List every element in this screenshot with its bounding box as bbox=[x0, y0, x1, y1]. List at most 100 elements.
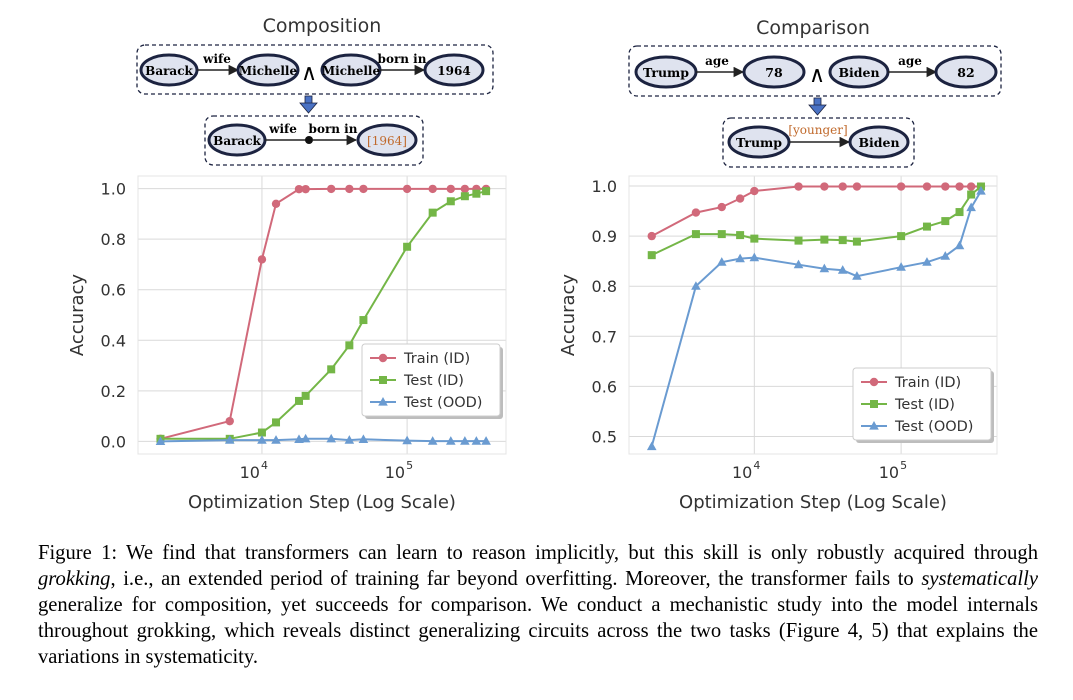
edge-label-age-2: age bbox=[898, 54, 922, 68]
svg-text:82: 82 bbox=[957, 65, 974, 80]
y-axis-label: Accuracy bbox=[558, 274, 579, 357]
data-point bbox=[257, 255, 267, 264]
conj-symbol: ∧ bbox=[301, 61, 317, 86]
data-point bbox=[471, 436, 482, 445]
data-point bbox=[359, 184, 368, 194]
caption-text-1: We find that transformers can learn to r… bbox=[117, 542, 1038, 564]
y-tick-label: 1.0 bbox=[592, 177, 617, 196]
data-point bbox=[294, 434, 304, 443]
edge-label-born-in: born in bbox=[378, 52, 427, 66]
x-axis-label: Optimization Step (Log Scale) bbox=[188, 492, 456, 513]
data-point bbox=[225, 416, 234, 426]
node-1964: 1964 bbox=[423, 53, 485, 87]
caption-label: Figure 1: bbox=[38, 542, 118, 564]
data-point bbox=[955, 208, 964, 217]
data-point bbox=[472, 189, 481, 198]
data-point bbox=[271, 435, 281, 444]
node-barack: Barack bbox=[139, 53, 199, 87]
y-tick-label: 0.6 bbox=[592, 377, 617, 396]
data-point bbox=[794, 182, 803, 191]
node-trump: Trump bbox=[634, 55, 698, 89]
data-point bbox=[941, 182, 950, 191]
data-point bbox=[852, 237, 861, 246]
svg-text:Biden: Biden bbox=[858, 135, 899, 150]
node-82: 82 bbox=[934, 55, 998, 89]
y-tick-label: 0.5 bbox=[592, 427, 617, 446]
node-biden: Biden bbox=[828, 55, 890, 89]
data-point bbox=[735, 253, 745, 263]
series-test-id bbox=[156, 187, 491, 443]
data-point bbox=[922, 182, 932, 191]
series-test-ood bbox=[155, 433, 491, 445]
data-point bbox=[966, 202, 976, 212]
data-point bbox=[691, 208, 701, 217]
data-point bbox=[358, 434, 369, 443]
data-point bbox=[460, 436, 470, 445]
conj-symbol-2: ∧ bbox=[809, 63, 825, 88]
data-point bbox=[403, 242, 412, 251]
legend-marker bbox=[869, 421, 879, 430]
plot-frame bbox=[628, 175, 998, 455]
x-tick-label-base: 10 bbox=[879, 463, 899, 482]
composition-diagram: Composition Barack wife Michelle ∧ Miche… bbox=[136, 15, 494, 166]
legend-label: Test (OOD) bbox=[894, 419, 973, 435]
data-point bbox=[446, 436, 456, 445]
svg-text:Michelle: Michelle bbox=[322, 64, 381, 78]
comparison-diagram: Comparison Trump age 78 ∧ Biden age 82 bbox=[628, 17, 1002, 168]
data-point bbox=[257, 428, 266, 437]
svg-text:78: 78 bbox=[765, 65, 783, 80]
x-tick-label-exponent: 5 bbox=[900, 459, 907, 472]
legend-marker bbox=[378, 353, 388, 363]
edge-label-born-in-out: born in bbox=[309, 122, 358, 136]
composition-input-box bbox=[136, 44, 494, 95]
series-test-id bbox=[647, 182, 985, 260]
data-point bbox=[941, 217, 950, 226]
data-point bbox=[967, 190, 976, 199]
figure-1: Composition Barack wife Michelle ∧ Miche… bbox=[67, 15, 1002, 513]
data-point bbox=[750, 234, 759, 243]
y-tick-label: 0.4 bbox=[101, 331, 126, 350]
data-point bbox=[295, 396, 304, 405]
data-point bbox=[646, 441, 657, 451]
comparison-output-box bbox=[722, 117, 915, 168]
node-trump-out: Trump bbox=[727, 125, 791, 159]
data-point bbox=[838, 236, 847, 245]
x-tick-label-exponent: 5 bbox=[406, 459, 413, 472]
data-point bbox=[345, 341, 354, 350]
data-point bbox=[896, 262, 906, 271]
y-tick-label: 0.8 bbox=[592, 277, 617, 296]
y-tick-label: 0.0 bbox=[101, 432, 126, 451]
svg-text:[1964]: [1964] bbox=[367, 134, 407, 148]
series-line bbox=[651, 185, 982, 257]
caption-emphasis-systematically: systematically bbox=[921, 568, 1038, 590]
composition-title: Composition bbox=[263, 15, 382, 37]
data-point bbox=[482, 187, 491, 196]
data-point bbox=[271, 199, 281, 208]
data-point bbox=[750, 186, 759, 196]
data-point bbox=[852, 271, 862, 280]
data-point bbox=[955, 182, 964, 191]
data-point bbox=[402, 184, 412, 194]
down-arrow-icon bbox=[299, 95, 318, 114]
legend-box bbox=[361, 343, 501, 417]
data-point bbox=[446, 184, 456, 194]
data-point bbox=[427, 436, 438, 445]
data-point bbox=[345, 184, 354, 194]
legend-marker bbox=[378, 397, 388, 406]
legend-label: Train (ID) bbox=[403, 351, 470, 367]
y-tick-label: 0.8 bbox=[101, 230, 126, 249]
data-point bbox=[428, 208, 437, 217]
data-point bbox=[402, 435, 412, 445]
legend-marker bbox=[379, 376, 387, 384]
edge-label-wife: wife bbox=[202, 52, 231, 66]
x-tick-label-base: 10 bbox=[732, 463, 752, 482]
data-point bbox=[691, 230, 700, 239]
legend-label: Test (OOD) bbox=[403, 395, 482, 411]
data-point bbox=[481, 436, 491, 445]
x-axis-label: Optimization Step (Log Scale) bbox=[679, 492, 947, 513]
x-tick-label-exponent: 4 bbox=[753, 459, 760, 472]
node-michelle: Michelle bbox=[236, 53, 300, 87]
data-point bbox=[327, 184, 336, 194]
data-point bbox=[691, 281, 701, 290]
